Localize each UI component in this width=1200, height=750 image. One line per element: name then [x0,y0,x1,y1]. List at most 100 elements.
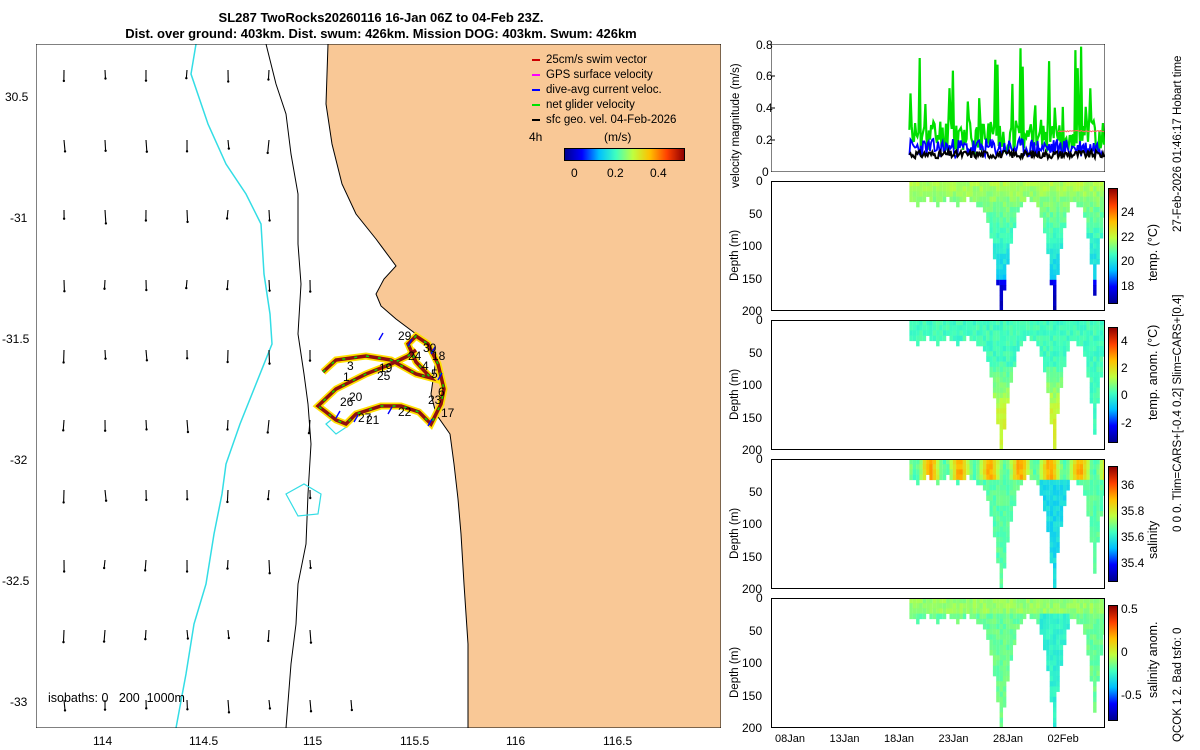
section-cell [1049,691,1054,698]
section-cell [999,629,1004,635]
current-arrow [63,139,66,152]
section-cell [1009,474,1014,481]
section-cell [1059,511,1064,517]
section-cell [989,335,993,342]
section-cell [959,325,963,331]
section-cell [1019,186,1024,192]
section-cell [1096,500,1100,507]
section-cell [1056,613,1060,620]
section-cell [1012,495,1017,501]
section-cell [1012,207,1017,213]
section-cell [1069,608,1074,614]
section-cell [1002,531,1007,538]
section-cell [1002,279,1007,286]
section-cell [1046,655,1050,661]
section-cell [979,191,983,197]
section-cell [1039,207,1044,213]
section-cell [989,372,993,378]
section-cell [922,186,927,192]
section-cell [1002,474,1007,481]
section-cell [1079,181,1084,187]
section-cell [1012,464,1017,470]
section-cell [1059,243,1064,249]
section-cell [959,469,963,475]
section-cell [1093,598,1097,604]
section-cell [1016,608,1020,614]
section-cell [1053,325,1057,331]
section-cell [1006,474,1010,481]
dive-current-tick [335,410,341,419]
section-cell [1076,608,1080,614]
section-cell [1006,356,1010,362]
section-cell [1019,320,1024,326]
section-cell [1033,320,1037,326]
section-cell [949,469,953,475]
current-arrow-head [307,431,311,435]
section-cell [989,191,993,197]
section-cell [986,201,990,208]
section-cell [1089,248,1094,255]
section-cell [986,459,990,465]
section-cell [1093,603,1097,609]
section-cell [989,346,993,352]
section-cell [1083,196,1087,203]
section-cell [996,608,1000,614]
section-cell [1012,340,1017,347]
section-cell [1006,469,1010,475]
section-cell [992,238,997,244]
section-cell [1056,608,1060,614]
section-cell [1002,686,1007,692]
section-cell [1053,181,1057,187]
section-cell [929,459,933,465]
section-cell [996,650,1000,656]
section-cell [1006,629,1010,635]
section-cell [996,681,1000,687]
section-cell [922,598,927,604]
section-cell [1096,186,1100,192]
section-cell [992,320,997,326]
section-cell [1002,613,1007,620]
section-cell [986,351,990,357]
section-cell [1012,624,1017,630]
section-cell [1096,490,1100,496]
section-cell [999,712,1004,718]
section-cell [1039,474,1044,481]
section-cell [1059,356,1064,362]
section-cell [1059,469,1064,475]
section-cell [1012,222,1017,229]
section-cell [1046,618,1050,625]
section-cell [1022,608,1027,614]
section-cell [989,227,993,234]
section-cell [1009,598,1014,604]
section-cell [1056,351,1060,357]
section-cell [986,618,990,625]
section-cell [1093,500,1097,507]
section-cell [1063,485,1067,491]
section-cell [1016,346,1020,352]
section-cell [1056,264,1060,270]
section-cell [1002,274,1007,281]
section-cell [1089,387,1094,394]
section-cell [962,320,967,326]
section-cell [1073,330,1077,336]
section-cell [1053,259,1057,265]
section-cell [1029,474,1034,481]
section-cell [1043,624,1047,630]
section-cell [992,474,997,481]
section-cell [1002,665,1007,672]
section-cell [1009,217,1014,223]
section-cell [1043,495,1047,501]
section-cell [932,613,937,620]
section-cell [1009,233,1014,239]
section-cell [956,613,960,620]
section-cell [1002,233,1007,239]
section-cell [999,403,1004,409]
section-cell [1049,618,1054,625]
section-cell [1096,382,1100,388]
current-arrow-head [226,500,229,504]
section-cell [1093,608,1097,614]
section-cell [992,346,997,352]
section-cell [1059,238,1064,244]
section-cell [1049,495,1054,501]
section-cell [989,624,993,630]
